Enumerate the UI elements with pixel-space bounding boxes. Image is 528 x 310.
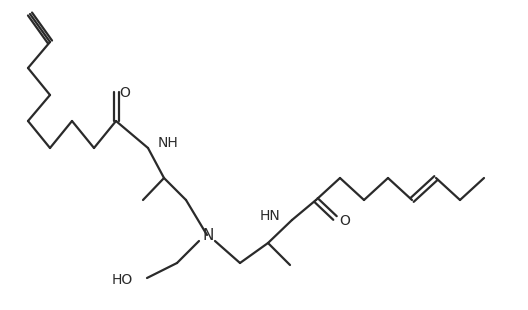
Text: HO: HO xyxy=(112,273,133,287)
Text: NH: NH xyxy=(158,136,179,150)
Text: HN: HN xyxy=(259,209,280,223)
Text: O: O xyxy=(340,214,351,228)
Text: N: N xyxy=(202,228,214,242)
Text: O: O xyxy=(119,86,130,100)
